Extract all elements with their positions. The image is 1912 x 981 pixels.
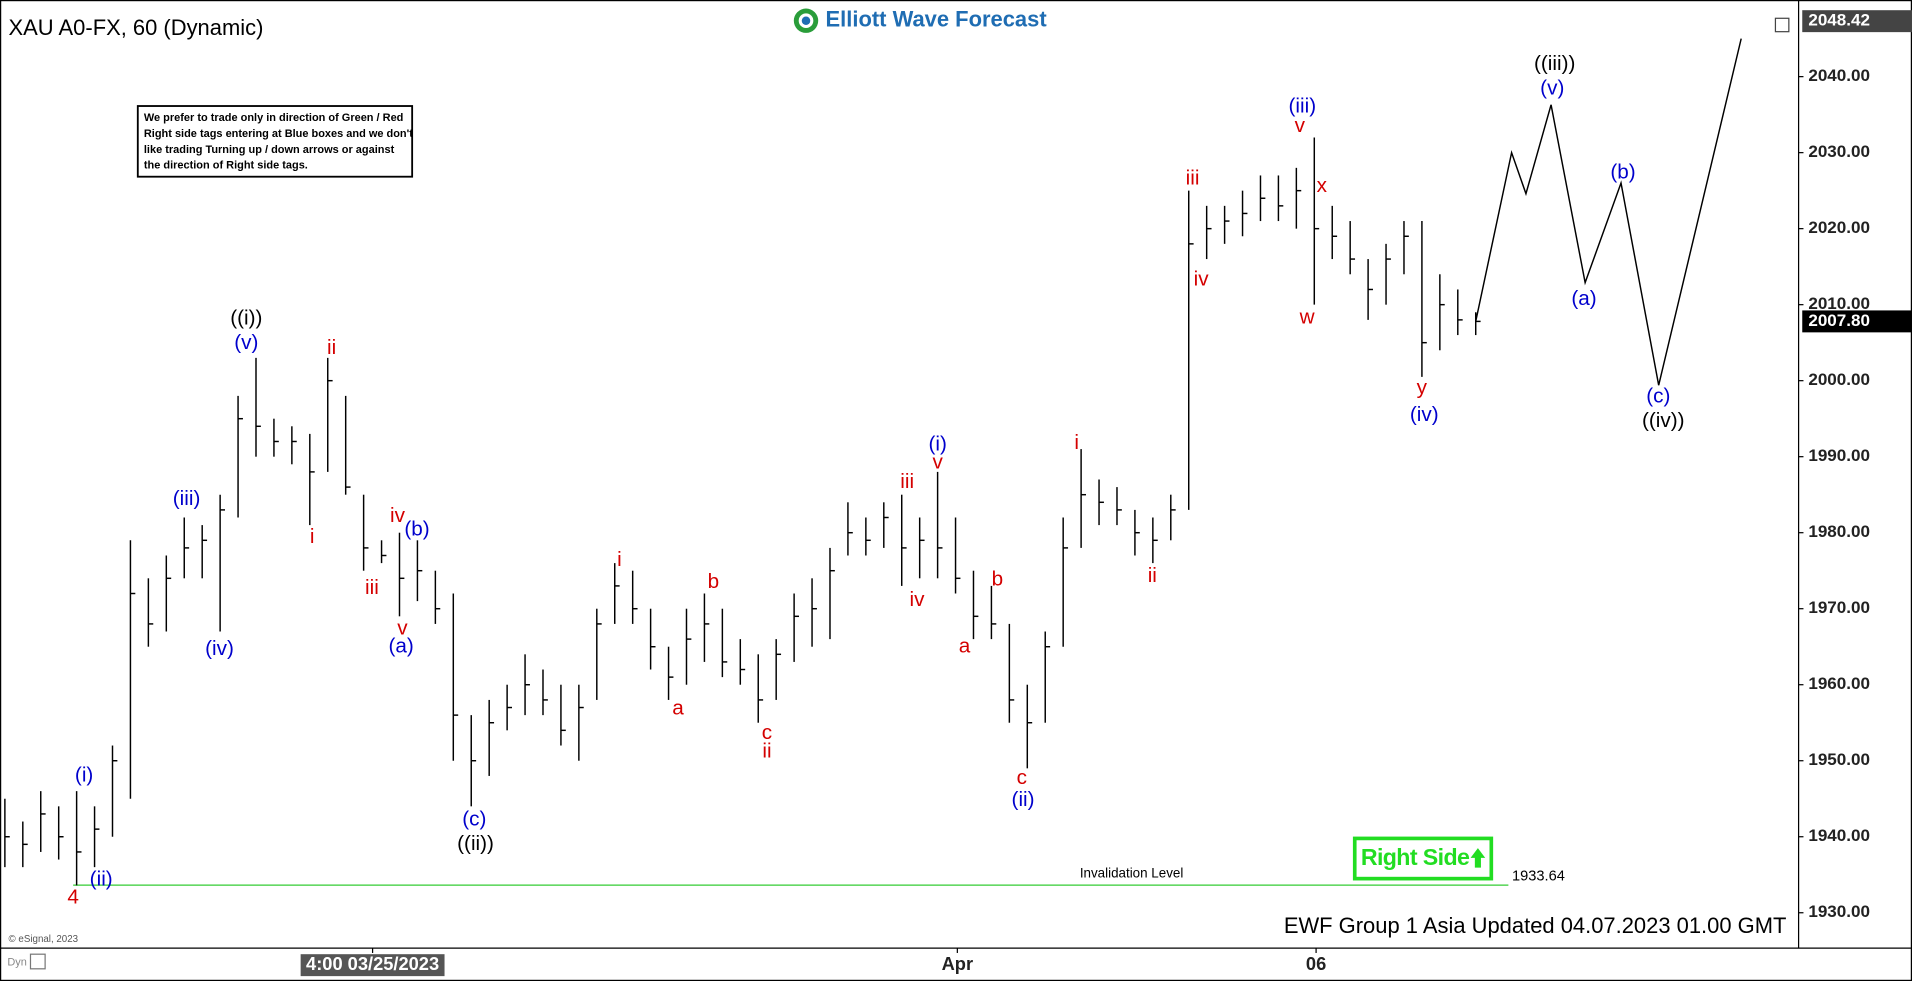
y-tick-label: 2030.00 — [1808, 142, 1870, 161]
x-tick-label: Apr — [942, 953, 973, 974]
x-tick-label: 4:00 03/25/2023 — [306, 953, 439, 974]
y-tick-label: 1990.00 — [1808, 446, 1870, 465]
wave-label: (c) — [462, 808, 486, 831]
wave-label: a — [672, 697, 684, 720]
wave-label: iv — [390, 504, 406, 527]
y-tick-label: 1980.00 — [1808, 522, 1870, 541]
last-price-badge — [1802, 310, 1912, 333]
wave-label: (v) — [1540, 76, 1564, 99]
wave-label: ((iii)) — [1534, 52, 1575, 75]
y-tick-label: 2010.00 — [1808, 294, 1870, 313]
wave-label: iv — [1194, 268, 1210, 291]
invalidation-value: 1933.64 — [1512, 868, 1565, 884]
note-line: like trading Turning up / down arrows or… — [144, 144, 395, 156]
wave-label: (b) — [404, 518, 429, 541]
wave-label: (iii) — [1288, 95, 1316, 118]
wave-label: (iv) — [205, 637, 234, 660]
wave-label: ii — [327, 336, 336, 359]
logo-icon-core — [801, 16, 811, 25]
wave-label: a — [959, 635, 971, 658]
wave-label: b — [708, 570, 720, 593]
wave-label: y — [1417, 376, 1428, 399]
right-side-box — [1352, 836, 1494, 881]
wave-label: i — [310, 525, 315, 548]
wave-label: ((iv)) — [1642, 409, 1685, 432]
wave-label: v — [397, 616, 408, 639]
window-icon[interactable] — [1774, 17, 1790, 33]
wave-label: (c) — [1646, 385, 1670, 408]
wave-label: (i) — [75, 764, 93, 787]
cursor-date-box — [300, 954, 445, 977]
wave-label: i — [1074, 431, 1079, 454]
invalidation-label: Invalidation Level — [1080, 866, 1184, 881]
right-side-arrow — [1470, 848, 1486, 868]
logo-text: Elliott Wave Forecast — [826, 7, 1048, 32]
wave-label: (ii) — [1012, 788, 1035, 811]
wave-label: (iii) — [173, 487, 201, 510]
wave-label: (v) — [234, 331, 258, 354]
note-box — [136, 105, 414, 178]
wave-label: v — [933, 451, 944, 474]
corner-icon[interactable] — [29, 953, 46, 970]
footer: EWF Group 1 Asia Updated 04.07.2023 01.0… — [1284, 913, 1787, 938]
y-tick-label: 2000.00 — [1808, 370, 1870, 389]
wave-label: (ii) — [90, 867, 113, 890]
wave-label: w — [1299, 306, 1316, 329]
projection-path — [1475, 38, 1742, 386]
wave-label: ii — [762, 739, 771, 762]
wave-label: (a) — [389, 635, 414, 658]
y-tick-label: 1970.00 — [1808, 598, 1870, 617]
wave-label: iv — [909, 588, 925, 611]
corner-label: Dyn — [7, 957, 27, 969]
wave-label: ((ii)) — [457, 832, 494, 855]
wave-label: b — [992, 568, 1004, 591]
y-tick-label: 1930.00 — [1808, 902, 1870, 921]
wave-label: ii — [1148, 564, 1157, 587]
y-tick-label: 1960.00 — [1808, 674, 1870, 693]
wave-label: c — [762, 721, 772, 744]
chart-title: XAU A0-FX, 60 (Dynamic) — [9, 15, 264, 40]
wave-label: iii — [900, 470, 914, 493]
x-tick-label: 06 — [1306, 953, 1326, 974]
copyright: © eSignal, 2023 — [9, 934, 79, 945]
wave-label: v — [1295, 114, 1306, 137]
wave-label: i — [617, 548, 622, 571]
note-line: Right side tags entering at Blue boxes a… — [144, 128, 413, 140]
note-line: the direction of Right side tags. — [144, 160, 308, 172]
wave-label: (a) — [1571, 287, 1596, 310]
wave-label: 4 — [67, 886, 79, 909]
note-line: We prefer to trade only in direction of … — [144, 112, 404, 124]
wave-label: (iv) — [1410, 403, 1439, 426]
wave-label: iii — [1186, 167, 1200, 190]
wave-label: (b) — [1610, 161, 1635, 184]
right-side-label: Right Side — [1361, 844, 1470, 870]
wave-label: x — [1317, 174, 1328, 197]
wave-label: (i) — [929, 432, 947, 455]
y-tick-label: 1940.00 — [1808, 826, 1870, 845]
top-price-label: 2048.42 — [1808, 11, 1870, 30]
top-price-badge — [1802, 10, 1912, 33]
last-price-label: 2007.80 — [1808, 311, 1870, 330]
wave-label: iii — [365, 576, 379, 599]
y-tick-label: 2040.00 — [1808, 66, 1870, 85]
wave-label: c — [1017, 766, 1027, 789]
y-tick-label: 2020.00 — [1808, 218, 1870, 237]
y-tick-label: 1950.00 — [1808, 750, 1870, 769]
wave-label: ((i)) — [230, 307, 262, 330]
